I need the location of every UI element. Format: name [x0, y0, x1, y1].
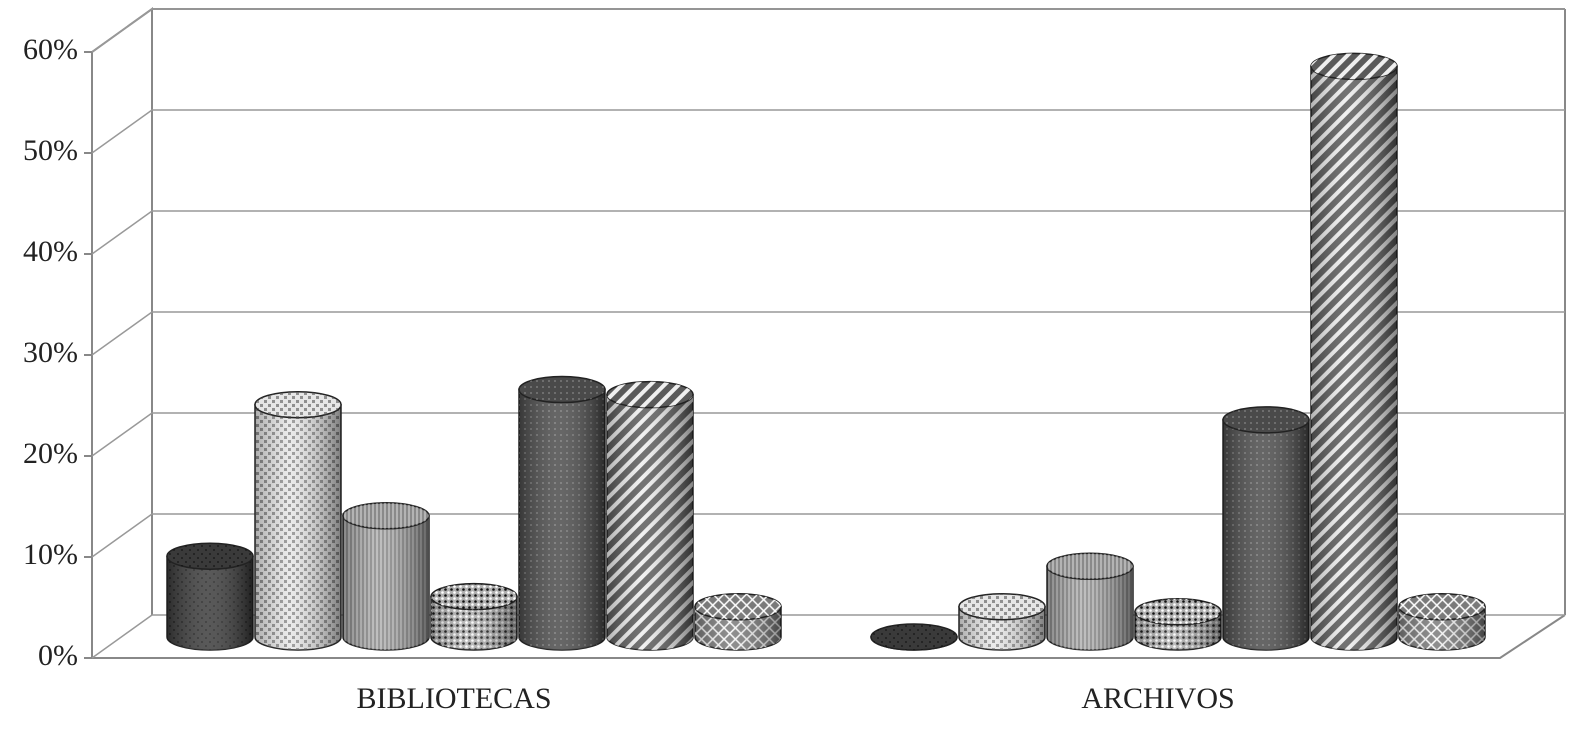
bar — [1222, 406, 1310, 651]
y-tick-label: 40% — [23, 235, 78, 268]
bar — [254, 390, 342, 651]
bar-top-pattern — [695, 593, 781, 620]
grid-line — [91, 311, 1565, 356]
bar — [870, 623, 958, 651]
grid-line — [91, 8, 1565, 53]
y-tick-label: 0% — [38, 639, 78, 672]
grid-line — [91, 210, 1565, 255]
bar — [606, 380, 694, 651]
bar-top-pattern — [255, 391, 341, 418]
grid-line — [91, 513, 1565, 558]
bar-top-pattern — [607, 381, 693, 408]
bar — [430, 582, 518, 651]
bar — [1134, 598, 1222, 651]
x-tick-label: BIBLIOTECAS — [357, 682, 552, 715]
bar-top-pattern — [343, 502, 429, 529]
bar — [166, 542, 254, 651]
bar-top-pattern — [519, 376, 605, 403]
bar — [1310, 52, 1398, 651]
grid-line — [91, 412, 1565, 457]
y-tick-label: 10% — [23, 538, 78, 571]
bar-top-pattern — [1047, 553, 1133, 580]
bar-top-pattern — [167, 543, 253, 570]
y-tick-label: 50% — [23, 134, 78, 167]
bar-shade — [1311, 66, 1397, 651]
y-tick-label: 60% — [23, 33, 78, 66]
x-tick-label: ARCHIVOS — [1081, 682, 1234, 715]
bar-top-pattern — [871, 624, 957, 650]
bar-shade — [431, 596, 517, 650]
y-tick-label: 20% — [23, 437, 78, 470]
bar-top-pattern — [431, 583, 517, 610]
bar-top-pattern — [959, 593, 1045, 620]
grid-line — [91, 109, 1565, 154]
bar — [518, 375, 606, 651]
bar-top-pattern — [1311, 53, 1397, 80]
bar — [1046, 552, 1134, 651]
bar — [342, 502, 430, 651]
y-tick-label: 30% — [23, 336, 78, 369]
bar — [694, 592, 782, 651]
bar-top-pattern — [1135, 598, 1221, 625]
bar-shade — [519, 389, 605, 650]
bar-top-pattern — [1399, 593, 1485, 620]
bar-shade — [167, 556, 253, 650]
bar-shade — [255, 404, 341, 650]
bar — [1398, 592, 1486, 651]
bar-shade — [607, 394, 693, 650]
bar-shade — [1223, 419, 1309, 650]
bar-shade — [1047, 566, 1133, 650]
bar-shade — [343, 515, 429, 650]
bar-top-pattern — [1223, 406, 1309, 433]
floor — [92, 614, 1566, 659]
bar — [958, 592, 1046, 651]
